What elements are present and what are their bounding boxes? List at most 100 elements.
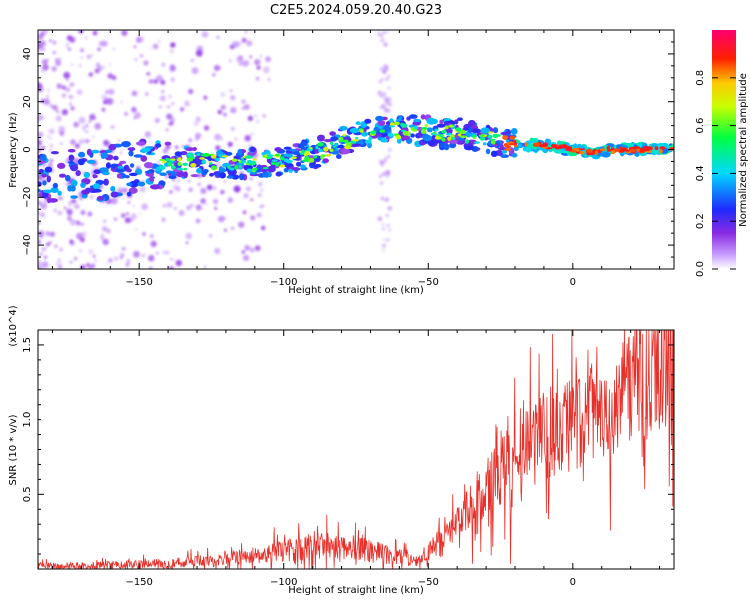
heatmap-cell bbox=[380, 163, 383, 166]
heatmap-cell bbox=[186, 152, 194, 158]
heatmap-cell bbox=[254, 59, 261, 66]
heatmap-cell bbox=[67, 185, 73, 192]
heatmap-cell bbox=[67, 47, 71, 51]
heatmap-cell bbox=[338, 139, 346, 143]
heatmap-cell bbox=[38, 168, 44, 174]
heatmap-cell bbox=[275, 171, 282, 177]
heatmap-cell bbox=[68, 203, 72, 207]
heatmap-cell bbox=[194, 132, 202, 139]
heatmap-cell bbox=[52, 40, 57, 45]
heatmap-cell bbox=[65, 87, 71, 93]
heatmap-cell bbox=[214, 247, 221, 255]
heatmap-cell bbox=[102, 66, 105, 69]
heatmap-cell bbox=[339, 125, 348, 131]
heatmap-cell bbox=[91, 113, 95, 117]
heatmap-cell bbox=[238, 221, 245, 228]
colorbar-tick-label: 0.2 bbox=[695, 213, 706, 229]
heatmap-cell bbox=[80, 48, 84, 53]
heatmap-cell bbox=[46, 88, 51, 93]
heatmap-cell bbox=[229, 44, 235, 50]
heatmap-cell bbox=[127, 200, 131, 204]
heatmap-cell bbox=[218, 154, 222, 158]
heatmap-cell bbox=[129, 172, 138, 177]
heatmap-cell bbox=[257, 193, 262, 197]
heatmap-marks bbox=[38, 30, 674, 269]
y-multiplier-label: (x10^4) bbox=[8, 305, 19, 346]
heatmap-cell bbox=[38, 211, 41, 215]
heatmap-cell bbox=[364, 118, 372, 124]
heatmap-cell bbox=[176, 170, 185, 178]
heatmap-cell bbox=[221, 155, 229, 158]
heatmap-cell bbox=[185, 232, 192, 240]
heatmap-cell bbox=[141, 147, 151, 152]
heatmap-cell bbox=[485, 148, 491, 155]
heatmap-cell bbox=[355, 136, 359, 140]
heatmap-cell bbox=[542, 146, 549, 149]
heatmap-cell bbox=[61, 109, 68, 116]
top-x-axis-label: Height of straight line (km) bbox=[288, 285, 424, 296]
heatmap-cell bbox=[380, 77, 384, 81]
heatmap-cell bbox=[214, 206, 218, 210]
heatmap-cell bbox=[140, 136, 144, 139]
heatmap-cell bbox=[113, 155, 119, 161]
heatmap-cell bbox=[238, 55, 243, 60]
y-tick-label: −40 bbox=[22, 235, 33, 256]
heatmap-cell bbox=[459, 129, 466, 135]
heatmap-cell bbox=[157, 161, 160, 164]
heatmap-cell bbox=[100, 152, 109, 159]
heatmap-cell bbox=[424, 123, 429, 128]
heatmap-cell bbox=[55, 59, 62, 67]
heatmap-cell bbox=[41, 98, 45, 102]
heatmap-cell bbox=[393, 121, 400, 126]
heatmap-cell bbox=[388, 228, 391, 232]
x-tick-label: −100 bbox=[270, 577, 297, 588]
heatmap-cell bbox=[85, 130, 89, 134]
heatmap-cell bbox=[53, 208, 57, 213]
heatmap-cell bbox=[610, 150, 616, 154]
heatmap-cell bbox=[274, 147, 282, 152]
heatmap-cell bbox=[389, 122, 395, 127]
heatmap-cell bbox=[88, 120, 92, 123]
heatmap-cell bbox=[241, 99, 246, 104]
heatmap-cell bbox=[56, 110, 60, 113]
heatmap-cell bbox=[625, 149, 629, 152]
heatmap-cell bbox=[275, 162, 280, 167]
y-tick-label: 1.0 bbox=[22, 412, 33, 428]
heatmap-cell bbox=[126, 182, 133, 187]
heatmap-cell bbox=[222, 216, 227, 220]
heatmap-cell bbox=[159, 172, 167, 176]
heatmap-cell bbox=[244, 30, 247, 33]
heatmap-cell bbox=[323, 146, 329, 152]
heatmap-cell bbox=[38, 139, 42, 146]
heatmap-cell bbox=[39, 252, 43, 256]
snr-panel: −150 −100 −50 0 0.5 1.0 1.5 Height of straigh… bbox=[8, 305, 675, 596]
heatmap-cell bbox=[188, 187, 193, 192]
heatmap-cell bbox=[50, 187, 59, 193]
heatmap-cell bbox=[241, 250, 246, 254]
heatmap-cell bbox=[286, 150, 293, 154]
heatmap-cell bbox=[159, 105, 162, 109]
heatmap-cell bbox=[171, 258, 175, 261]
heatmap-cell bbox=[229, 167, 235, 171]
heatmap-cell bbox=[58, 126, 66, 133]
heatmap-cell bbox=[103, 219, 107, 223]
heatmap-cell bbox=[387, 102, 392, 107]
heatmap-cell bbox=[632, 146, 639, 150]
heatmap-cell bbox=[407, 132, 411, 137]
heatmap-cell bbox=[161, 217, 166, 222]
heatmap-cell bbox=[222, 112, 228, 117]
heatmap-cell bbox=[219, 163, 222, 167]
heatmap-cell bbox=[227, 197, 234, 203]
heatmap-cell bbox=[68, 154, 75, 162]
heatmap-cell bbox=[385, 76, 390, 82]
heatmap-cell bbox=[377, 120, 386, 126]
heatmap-cell bbox=[275, 153, 280, 157]
heatmap-cell bbox=[67, 216, 72, 221]
heatmap-cell bbox=[196, 153, 201, 156]
heatmap-cell bbox=[171, 102, 175, 106]
heatmap-cell bbox=[164, 141, 172, 146]
heatmap-cell bbox=[43, 255, 48, 259]
heatmap-cell bbox=[385, 174, 389, 178]
heatmap-cell bbox=[193, 121, 199, 126]
heatmap-cell bbox=[49, 158, 54, 163]
